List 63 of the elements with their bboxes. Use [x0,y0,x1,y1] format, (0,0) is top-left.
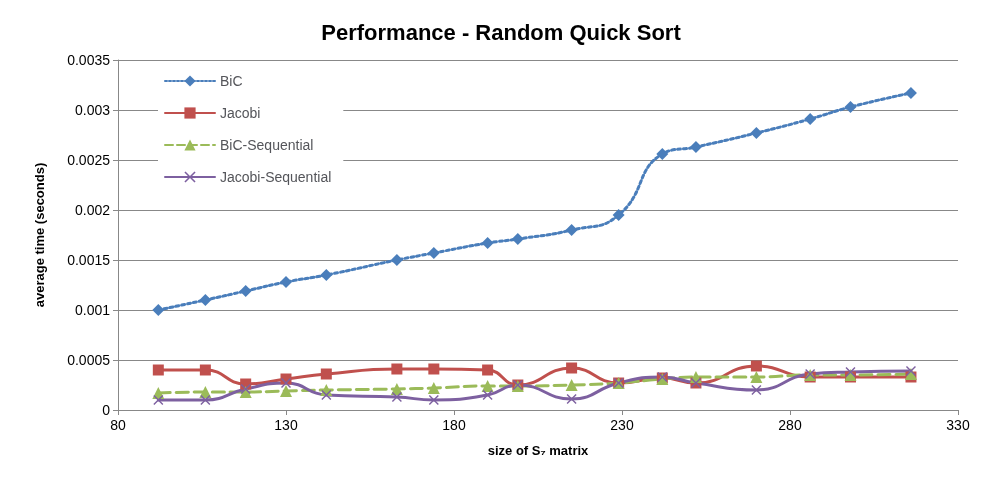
point [280,385,292,397]
x-tick-label: 130 [274,417,298,433]
point [656,148,669,160]
point [511,233,524,245]
point [239,285,252,297]
point [844,101,857,113]
point [428,395,439,405]
legend-label: BiC [220,73,243,89]
legend-label: Jacobi [220,105,261,121]
y-tick-label: 0 [102,402,111,418]
point [804,113,817,125]
y-tick-label: 0.0025 [67,152,111,168]
point [750,127,763,139]
y-tick-label: 0.003 [74,102,111,118]
point [482,364,494,376]
point [240,384,251,394]
point [390,254,403,266]
point [199,364,211,376]
y-tick-label: 0.0035 [67,52,111,68]
point [565,379,578,391]
point [482,390,493,400]
point [391,363,403,375]
point [481,380,494,392]
point [566,394,577,404]
point [321,390,332,400]
point [320,269,333,281]
point [427,247,440,259]
point [905,366,916,376]
point [428,363,440,375]
point [152,304,165,316]
x-tick-label: 230 [610,417,634,433]
point [845,367,856,377]
x-tick-label: 280 [778,417,802,433]
y-axis-title: average time (seconds) [32,162,47,308]
legend-label: Jacobi-Sequential [220,169,332,185]
point [612,209,625,221]
point [280,276,292,288]
chart-title: Performance - Random Quick Sort [321,19,682,45]
y-tick-label: 0.002 [74,202,111,218]
point [566,362,578,374]
y-tick-label: 0.0015 [67,252,111,268]
x-axis-title: size of S₇ matrix [487,443,590,458]
point [199,294,212,306]
point [565,224,578,236]
point [320,368,332,380]
point [481,237,494,249]
point [391,392,402,402]
point [750,371,763,383]
point [427,382,440,394]
point [689,141,702,153]
y-tick-label: 0.001 [74,302,111,318]
point [200,395,211,405]
x-tick-label: 80 [110,417,126,433]
point [751,385,762,395]
legend-label: BiC-Sequential [220,137,314,153]
point [281,378,291,388]
x-tick-label: 180 [442,417,466,433]
x-tick-label: 330 [946,417,970,433]
point [152,364,164,376]
point [750,360,762,372]
point [153,395,164,405]
y-tick-label: 0.0005 [67,352,111,368]
point [904,87,917,99]
